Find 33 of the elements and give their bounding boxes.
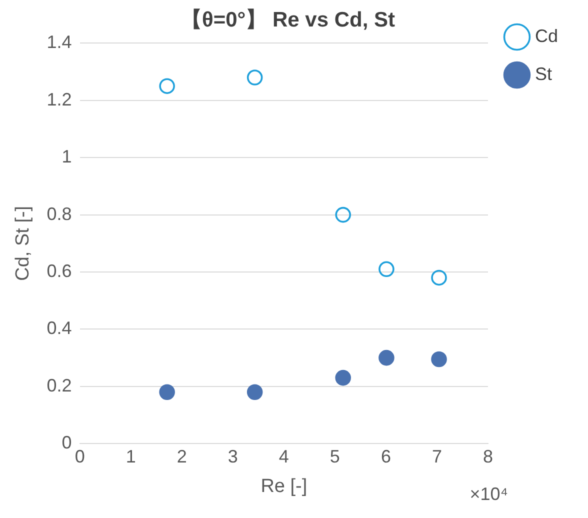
- x-tick-label: 0: [74, 446, 85, 466]
- x-tick-label: 8: [482, 446, 493, 466]
- x-tick-label: 3: [228, 446, 238, 466]
- point: [378, 350, 394, 366]
- x-tick-label: 1: [126, 446, 136, 466]
- x-tick-label: 2: [176, 446, 187, 466]
- legend-label: Cd: [534, 26, 558, 46]
- y-axis-title: Cd, St [-]: [12, 206, 34, 281]
- y-tick-label: 0.6: [46, 260, 72, 281]
- point: [246, 70, 263, 86]
- point: [335, 370, 351, 386]
- y-tick-label: 0.8: [46, 204, 72, 224]
- y-tick-label: 1.2: [46, 89, 72, 110]
- x-axis-title: Re [-]: [260, 476, 308, 497]
- point: [246, 384, 263, 400]
- y-tick-label: 0: [62, 432, 72, 453]
- point: [378, 261, 394, 278]
- point: [159, 78, 175, 94]
- point: [335, 206, 351, 223]
- x-tick-label: 6: [380, 446, 391, 466]
- point: [431, 351, 447, 368]
- y-tick-label: 1: [62, 146, 72, 167]
- point: [159, 384, 175, 400]
- x-tick-label: 7: [432, 446, 442, 466]
- y-tick-label: 0.4: [46, 318, 72, 338]
- legend-label: St: [534, 64, 552, 84]
- y-tick-label: 1.4: [46, 32, 72, 52]
- x-tick-label: 4: [278, 446, 289, 466]
- x-tick-label: 5: [330, 446, 340, 466]
- y-tick-label: 0.2: [46, 375, 72, 396]
- text: ×10⁴: [470, 484, 508, 504]
- point: [431, 270, 447, 286]
- chart-title: 【θ=0°】 Re vs Cd, St: [180, 8, 396, 32]
